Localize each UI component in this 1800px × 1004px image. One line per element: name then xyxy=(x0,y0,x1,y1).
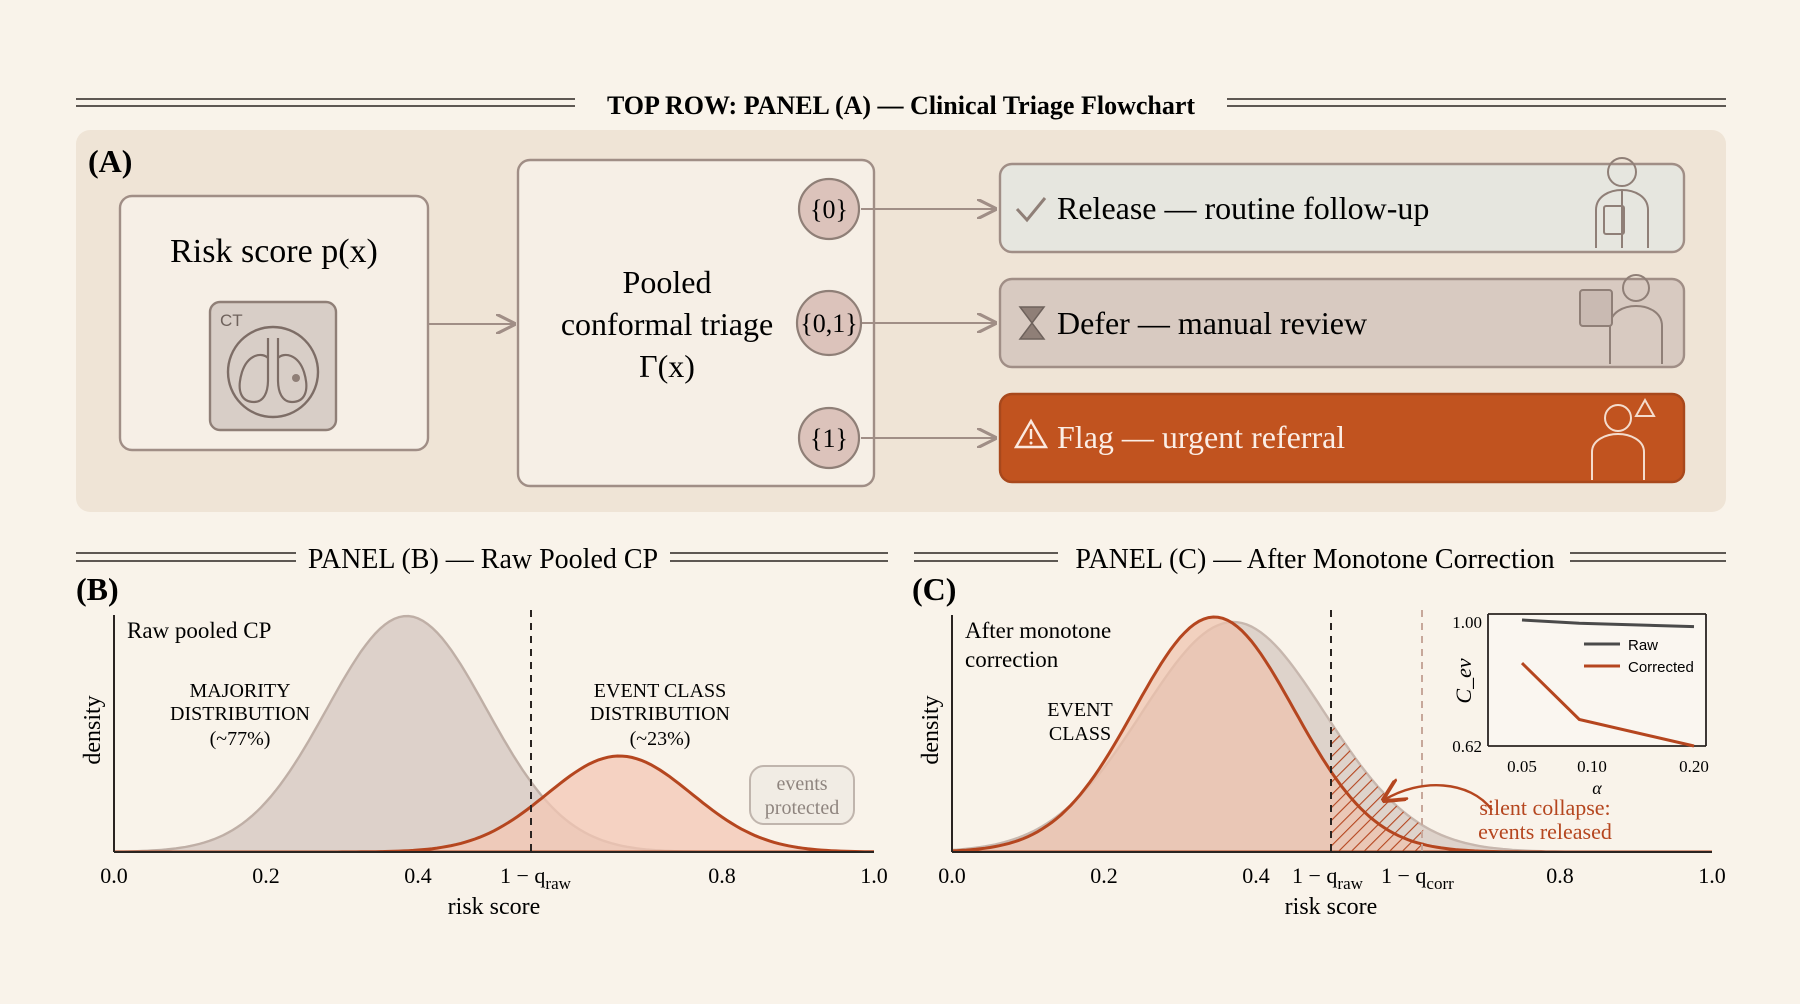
doctor-warning-icon xyxy=(1591,397,1656,480)
collapse-label-2: events released xyxy=(1478,819,1612,844)
warning-icon xyxy=(1013,418,1049,449)
legend-raw-label: Raw xyxy=(1628,637,1658,654)
doctor-xray-icon xyxy=(1579,274,1663,364)
majority-label-2: DISTRIBUTION xyxy=(170,703,310,725)
majority-label-3: (~77%) xyxy=(210,728,271,750)
panel-c-title: PANEL (C) — After Monotone Correction xyxy=(1075,544,1554,575)
event-label-1: EVENT CLASS xyxy=(594,680,726,702)
panel-c-tick-04: 0.4 xyxy=(1242,863,1270,888)
inset-y-tick-bottom: 0.62 xyxy=(1452,737,1482,756)
panel-b-header: PANEL (B) — Raw Pooled CP xyxy=(76,544,888,575)
panel-c-tick-0: 0.0 xyxy=(938,863,966,888)
panel-b-ylabel: density xyxy=(80,695,106,764)
inset-x-tick-020: 0.20 xyxy=(1679,757,1709,776)
inset-y-tick-top: 1.00 xyxy=(1452,613,1482,632)
risk-score-box: Risk score p(x) CT xyxy=(118,194,430,452)
corrected-threshold-label: 1 − qcorr xyxy=(1381,863,1454,893)
svg-text:{1}: {1} xyxy=(810,424,848,453)
collapse-arrow xyxy=(1384,785,1493,811)
flag-label: Flag — urgent referral xyxy=(1057,419,1345,455)
defer-box: Defer — manual review xyxy=(998,274,1686,369)
panel-b-tick-04: 0.4 xyxy=(404,863,432,888)
raw-threshold-label: 1 − qraw xyxy=(500,863,572,893)
majority-density xyxy=(114,614,874,852)
panel-a-header: TOP ROW: PANEL (A) — Clinical Triage Flo… xyxy=(76,91,1726,120)
panel-b-tick-0: 0.0 xyxy=(100,863,128,888)
panel-a-letter: (A) xyxy=(88,143,132,179)
svg-text:{0,1}: {0,1} xyxy=(800,309,857,338)
panel-c-letter: (C) xyxy=(912,571,956,607)
triage-box: Pooled conformal triage Γ(x) xyxy=(516,158,876,488)
event-class-label-1: EVENT xyxy=(1047,699,1113,721)
panel-b-tick-10: 1.0 xyxy=(860,863,888,888)
panel-b-letter: (B) xyxy=(76,571,119,607)
panel-c-subtitle-1: After monotone xyxy=(965,618,1111,643)
raw-threshold-label-c: 1 − qraw xyxy=(1292,863,1364,893)
panel-a-title: TOP ROW: PANEL (A) — Clinical Triage Flo… xyxy=(607,91,1195,120)
panel-c-tick-02: 0.2 xyxy=(1090,863,1118,888)
event-density xyxy=(114,754,874,852)
panel-b-subtitle: Raw pooled CP xyxy=(127,618,271,643)
inset-chart: 1.00 0.62 0.05 0.10 0.20 α C_ev Raw Corr… xyxy=(1451,613,1709,798)
inset-background xyxy=(1486,614,1708,746)
panel-b-tick-02: 0.2 xyxy=(252,863,280,888)
event-label-3: (~23%) xyxy=(630,728,691,750)
panel-b-xlabel: risk score xyxy=(448,894,541,920)
panel-b-plot: density risk score 0.0 0.2 0.4 0.8 1.0 1… xyxy=(80,610,888,920)
event-class-label-2: CLASS xyxy=(1049,723,1111,745)
panel-b-tick-08: 0.8 xyxy=(708,863,736,888)
defer-label: Defer — manual review xyxy=(1057,305,1367,341)
check-icon xyxy=(1015,197,1047,223)
released-events-hatch xyxy=(1330,721,1424,852)
inset-x-tick-010: 0.10 xyxy=(1577,757,1607,776)
risk-score-title: Risk score p(x) xyxy=(170,233,378,270)
collapse-label-1: silent collapse: xyxy=(1479,795,1610,820)
triage-line-3: Γ(x) xyxy=(639,348,695,384)
panel-c-header: PANEL (C) — After Monotone Correction xyxy=(914,544,1726,575)
event-label-2: DISTRIBUTION xyxy=(590,703,730,725)
doctor-clipboard-icon xyxy=(1595,157,1649,248)
triage-line-2: conformal triage xyxy=(561,306,773,342)
inset-legend: Raw Corrected xyxy=(1584,637,1694,676)
hourglass-icon xyxy=(1018,306,1046,340)
svg-text:protected: protected xyxy=(765,797,839,819)
inset-ylabel: C_ev xyxy=(1451,658,1476,703)
ct-scan-icon: CT xyxy=(208,300,338,432)
panel-c-ylabel: density xyxy=(918,695,944,764)
ct-label: CT xyxy=(220,311,243,330)
panel-b-title: PANEL (B) — Raw Pooled CP xyxy=(308,544,658,575)
svg-text:events: events xyxy=(776,773,827,795)
set-node-01: {0,1} xyxy=(795,289,863,357)
svg-text:{0}: {0} xyxy=(810,195,848,224)
triage-line-1: Pooled xyxy=(623,264,712,300)
release-box: Release — routine follow-up xyxy=(998,157,1686,254)
legend-corrected-label: Corrected xyxy=(1628,659,1694,676)
flag-box: Flag — urgent referral xyxy=(998,392,1686,484)
panel-c-plot: density risk score 0.0 0.2 0.4 0.8 1.0 1… xyxy=(918,610,1726,920)
set-node-0: {0} xyxy=(797,177,861,241)
panel-c-tick-08: 0.8 xyxy=(1546,863,1574,888)
panel-c-xlabel: risk score xyxy=(1285,894,1378,920)
inset-x-tick-005: 0.05 xyxy=(1507,757,1537,776)
inset-xlabel: α xyxy=(1592,778,1602,798)
panel-c-tick-10: 1.0 xyxy=(1698,863,1726,888)
panel-c-subtitle-2: correction xyxy=(965,647,1059,672)
set-node-1: {1} xyxy=(797,406,861,470)
majority-label-1: MAJORITY xyxy=(189,680,290,702)
events-protected-badge: events protected xyxy=(749,765,855,825)
release-label: Release — routine follow-up xyxy=(1057,190,1429,226)
